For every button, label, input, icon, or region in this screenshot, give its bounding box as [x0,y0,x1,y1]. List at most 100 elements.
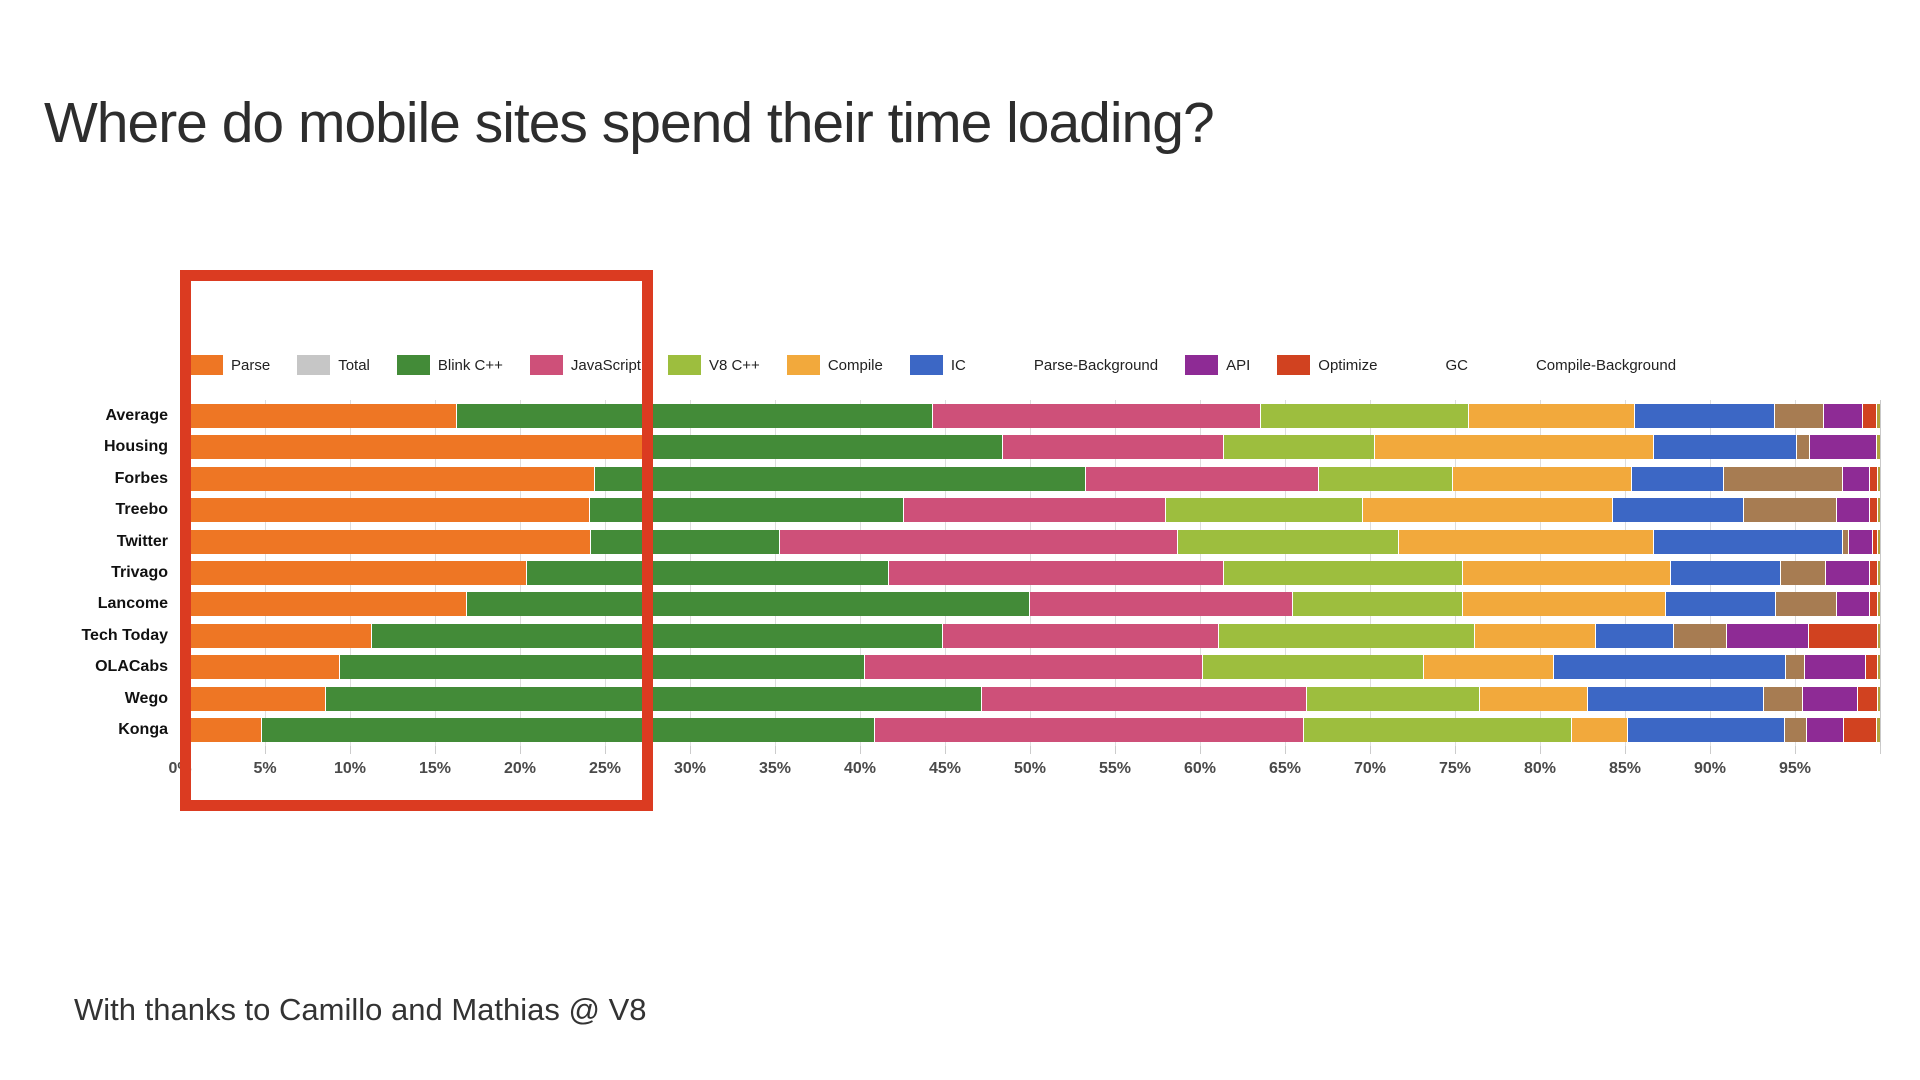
bar-segment-compile-background [1878,529,1880,554]
bar-segment-compile-background [1878,686,1880,711]
bar-row-trivago [180,560,1880,585]
bar-segment-blink-c-- [526,560,889,585]
axis-tick [945,746,946,754]
x-tick-label: 40% [843,760,877,777]
legend-item-v8-c--: V8 C++ [667,355,760,375]
highlight-rectangle [180,270,653,811]
bar-segment-ic [1628,718,1785,743]
x-tick-label: 10% [333,760,367,777]
axis-tick [775,746,776,754]
category-label: Tech Today [81,626,168,644]
bar-segment-api [1803,686,1858,711]
bar-segment-optimize [1869,498,1879,523]
bar-segment-compile [1480,686,1588,711]
plot-area [180,400,1881,754]
legend-swatch [529,355,563,375]
bar-segment-javascript [865,655,1204,680]
x-tick-label: 80% [1523,760,1557,777]
bar-segment-api [1805,655,1867,680]
bar-segment-ic [1670,560,1782,585]
bar-segment-parse [180,560,527,585]
legend-swatch [190,355,223,375]
bar-segment-blink-c-- [591,529,781,554]
bar-segment-v8-c-- [1223,435,1376,460]
x-tick-label: 45% [928,760,962,777]
bar-segment-api [1837,592,1870,617]
bar-segment-parse [180,655,340,680]
bar-segment-parse-background [1776,592,1838,617]
bar-segment-blink-c-- [467,592,1030,617]
axis-tick [1710,746,1711,754]
x-tick-label: 5% [253,760,277,777]
legend-item-total: Total [297,355,370,375]
bar-segment-parse [180,529,592,554]
bar-segment-optimize [1869,592,1879,617]
bar-segment-parse [180,623,373,648]
bar-segment-compile-background [1878,623,1880,648]
bar-segment-v8-c-- [1261,403,1469,428]
bar-segment-compile [1475,623,1597,648]
axis-tick [350,746,351,754]
bar-segment-ic [1653,435,1797,460]
x-tick-label: 60% [1183,760,1217,777]
bar-segment-parse [180,686,327,711]
legend-item-parse: Parse [190,355,270,375]
axis-tick [1370,746,1371,754]
bar-segment-parse [180,403,458,428]
bar-segment-javascript [933,403,1262,428]
bar-segment-javascript [982,686,1308,711]
bar-segment-compile [1468,403,1636,428]
bar-segment-optimize [1873,529,1879,554]
bar-segment-api [1837,498,1870,523]
bar-row-lancome [180,592,1880,617]
bar-segment-compile [1375,435,1654,460]
legend-item-api: API [1185,355,1250,375]
bar-segment-blink-c-- [261,718,876,743]
bar-segment-parse-background [1674,623,1727,648]
legend-swatch [1277,355,1311,375]
bar-segment-compile [1398,529,1654,554]
legend-swatch [396,355,430,375]
axis-tick [1540,746,1541,754]
legend-label: Optimize [1318,356,1378,374]
page-title: Where do mobile sites spend their time l… [44,91,1215,156]
bar-segment-parse-background [1774,403,1824,428]
bar-segment-v8-c-- [1307,686,1481,711]
bar-segment-blink-c-- [457,403,934,428]
legend-item-compile: Compile [786,355,883,375]
x-tick-label: 55% [1098,760,1132,777]
legend-label: JavaScript [570,356,641,374]
bar-segment-parse-background [1743,498,1838,523]
bar-segment-parse [180,466,595,491]
legend-item-optimize: Optimize [1277,355,1377,375]
bar-segment-parse-background [1723,466,1843,491]
bar-segment-ic [1635,403,1775,428]
legend-item-ic: IC [909,355,966,375]
x-tick-label: 90% [1693,760,1727,777]
bar-segment-compile [1424,655,1554,680]
bar-segment-parse-background [1784,718,1807,743]
legend-item-blink-c--: Blink C++ [396,355,503,375]
bar-row-twitter [180,529,1880,554]
legend-label: IC [950,356,966,374]
bar-segment-parse-background [1842,529,1850,554]
axis-tick [1030,746,1031,754]
bar-segment-ic [1631,466,1724,491]
category-label: Treebo [115,501,168,519]
category-label: OLACabs [95,658,168,676]
bar-segment-parse [180,498,590,523]
legend-swatch [786,355,820,375]
bar-segment-javascript [904,498,1166,523]
axis-tick [520,746,521,754]
x-tick-label: 70% [1353,760,1387,777]
axis-tick [1880,746,1881,754]
legend-label: Total [338,356,370,374]
legend-label: Compile [827,356,883,374]
bar-segment-javascript [1002,435,1224,460]
bar-segment-javascript [875,718,1304,743]
bar-segment-optimize [1808,623,1879,648]
x-axis-labels: 0% 5% 10% 15% 20% 25% 30% 35% 40% 45% 50% 55% 60% 65%… [168,760,1880,782]
legend-item-javascript: JavaScript [529,355,641,375]
bar-segment-javascript [780,529,1178,554]
bar-segment-compile-background [1876,718,1880,743]
